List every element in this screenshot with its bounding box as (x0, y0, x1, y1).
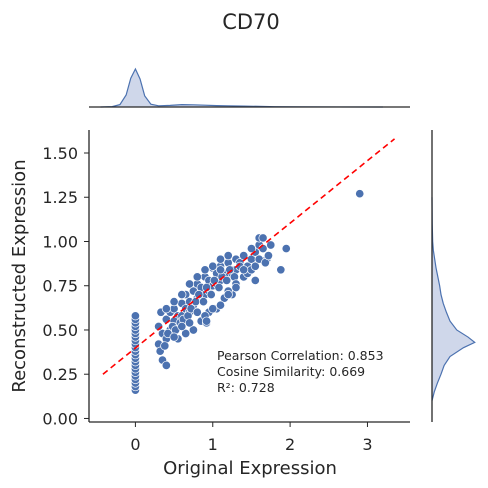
data-point (185, 279, 195, 289)
diagonal-reference-line (102, 138, 396, 375)
data-point (208, 261, 218, 271)
data-point (206, 290, 216, 300)
data-point (192, 272, 202, 282)
data-point (215, 300, 226, 310)
data-point (215, 254, 226, 264)
data-point (130, 311, 140, 321)
chart-title: CD70 (222, 10, 280, 34)
y-tick-label: 0.75 (42, 277, 78, 296)
data-point (160, 341, 170, 351)
top-density-fill (100, 69, 383, 107)
data-point (215, 265, 226, 275)
data-point (231, 282, 241, 293)
right-density-fill (432, 197, 475, 401)
y-axis-title: Reconstructed Expression (9, 159, 30, 392)
top-marginal-density (100, 67, 383, 108)
data-point (266, 240, 276, 250)
data-point (181, 328, 191, 339)
pearson-annotation: Pearson Correlation: 0.853 (217, 348, 384, 363)
data-point (200, 265, 210, 275)
data-point (246, 244, 256, 254)
x-tick-label: 1 (208, 435, 218, 454)
data-point (185, 318, 195, 328)
right-marginal-density (431, 197, 476, 401)
data-point (222, 275, 232, 285)
data-point (177, 321, 187, 331)
x-axis-ticks: 0 1 2 3 (130, 422, 373, 454)
data-point (202, 316, 212, 326)
right-density-line (431, 197, 476, 401)
x-tick-label: 0 (130, 435, 140, 454)
data-point (198, 297, 209, 307)
data-point (223, 251, 233, 261)
data-point (161, 360, 171, 370)
y-tick-label: 0.25 (42, 365, 78, 384)
data-point (192, 307, 202, 317)
y-axis-ticks: 0.00 0.25 0.50 0.75 1.00 1.25 1.50 (42, 144, 89, 428)
r2-annotation: R²: 0.728 (217, 380, 275, 395)
y-tick-label: 0.50 (42, 321, 78, 340)
data-point (208, 304, 218, 314)
y-tick-label: 0.00 (42, 409, 78, 428)
data-point (276, 265, 286, 275)
y-tick-label: 1.50 (42, 144, 78, 163)
cosine-annotation: Cosine Similarity: 0.669 (217, 364, 365, 379)
x-tick-label: 2 (285, 435, 295, 454)
data-point (169, 297, 179, 307)
x-tick-label: 3 (362, 435, 372, 454)
data-point (214, 282, 224, 293)
data-point (250, 275, 260, 285)
data-point (263, 251, 274, 261)
data-point (250, 261, 260, 271)
data-point (177, 290, 187, 300)
y-tick-label: 1.25 (42, 188, 78, 207)
data-point (169, 332, 179, 342)
data-point (355, 189, 365, 199)
data-point (225, 265, 235, 275)
y-tick-label: 1.00 (42, 232, 78, 251)
data-point (194, 290, 204, 300)
data-point (188, 325, 198, 335)
data-point (223, 290, 233, 300)
data-point (281, 244, 291, 254)
data-point (161, 304, 171, 314)
data-point (258, 233, 268, 243)
x-axis-title: Original Expression (163, 458, 337, 479)
data-point (239, 265, 249, 275)
